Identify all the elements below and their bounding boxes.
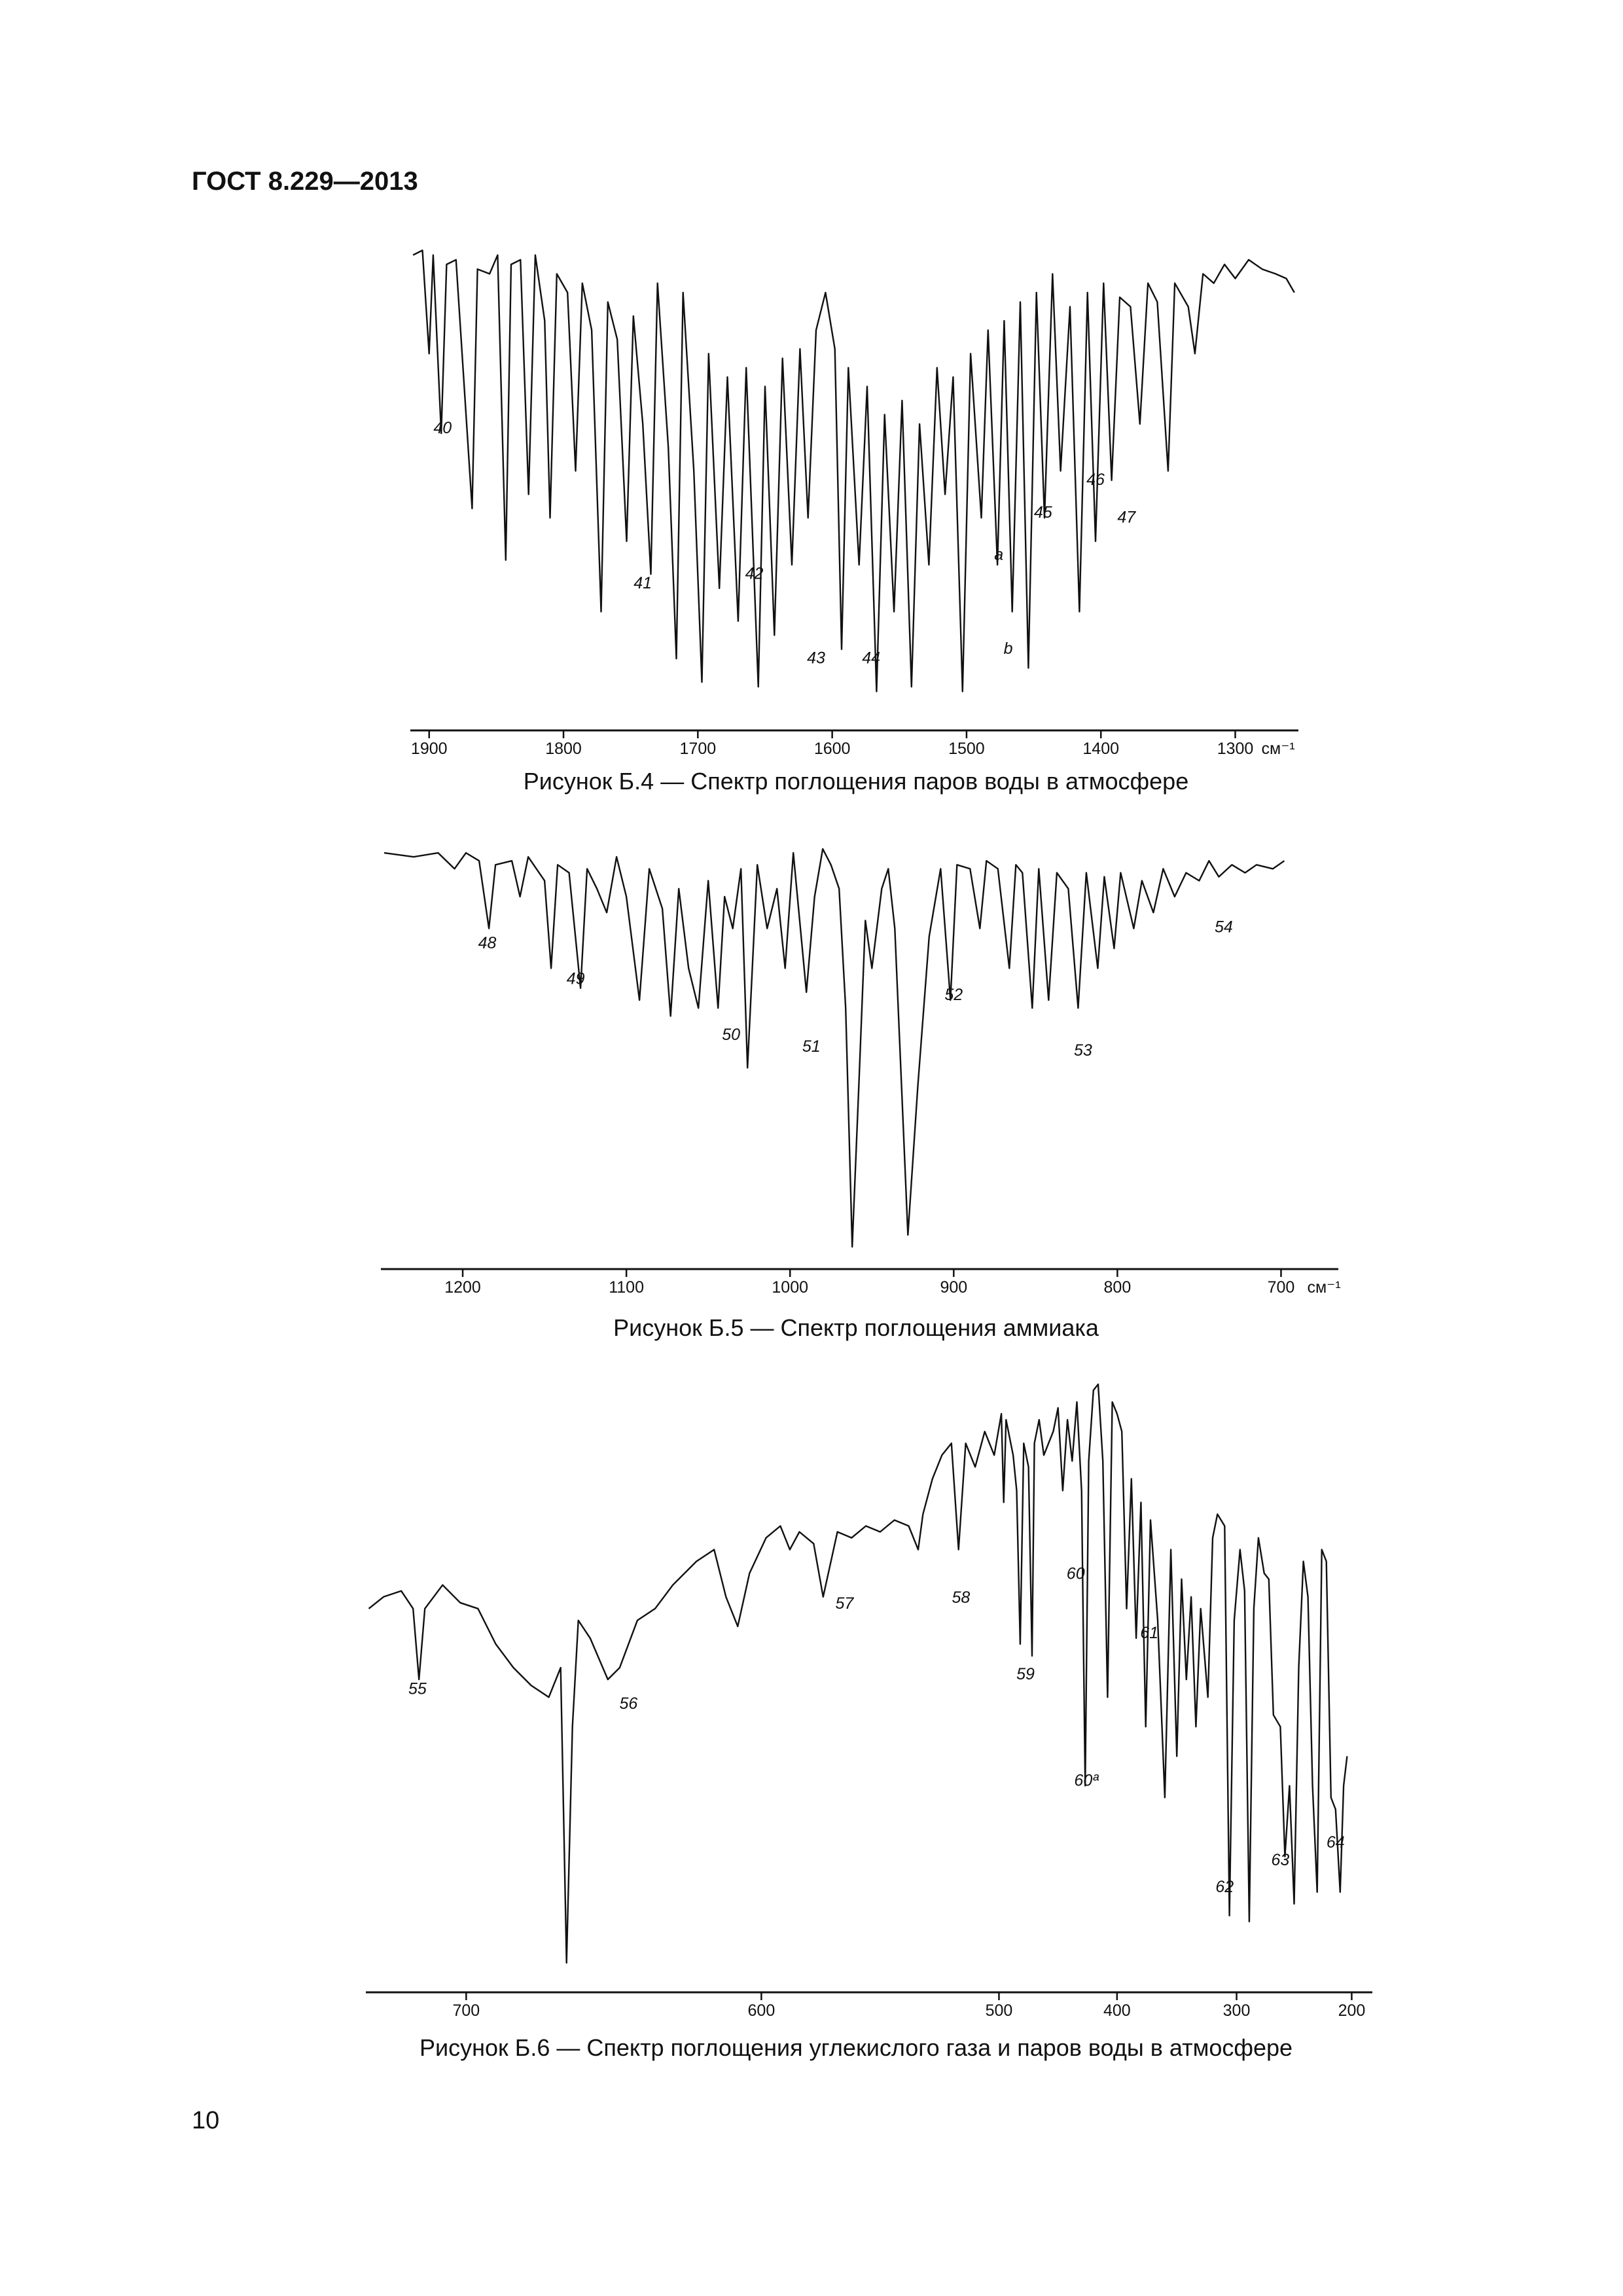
x-tick-label: 700 — [452, 2001, 480, 2020]
peak-label: 47 — [1117, 508, 1136, 526]
x-axis-unit: см⁻¹ — [1307, 1278, 1340, 1297]
peak-label: 45 — [1034, 503, 1052, 522]
peak-label: 51 — [802, 1037, 821, 1056]
x-tick-label: 1400 — [1082, 740, 1119, 758]
peak-label: 43 — [807, 649, 825, 667]
x-tick-label: 1700 — [680, 740, 717, 758]
x-tick-label: 600 — [748, 2001, 776, 2020]
x-tick-label: 200 — [1338, 2001, 1366, 2020]
spectrum-line — [368, 1383, 1348, 1964]
x-tick-label: 300 — [1223, 2001, 1251, 2020]
peak-label: 60ª — [1074, 1771, 1099, 1789]
peak-label: 56 — [620, 1695, 638, 1713]
peak-label: 60 — [1067, 1565, 1085, 1583]
x-tick-label: 900 — [940, 1278, 967, 1297]
spectrum-chart: 1900 1800 1700 1600 1500 1400 1300 см⁻¹ Рисунок … — [410, 249, 1298, 795]
x-axis-unit: см⁻¹ — [1262, 740, 1295, 758]
peak-label: 64 — [1327, 1833, 1345, 1852]
x-tick-label: 800 — [1104, 1278, 1132, 1297]
peak-label: 46 — [1086, 471, 1105, 489]
peak-label: 40 — [433, 419, 452, 437]
spectrum-line — [412, 249, 1295, 692]
peak-label: 50 — [722, 1026, 740, 1044]
figure-caption: Рисунок Б.5 — Спектр поглощения аммиака — [613, 1314, 1099, 1341]
peak-label: 48 — [478, 934, 497, 952]
x-tick-label: 1300 — [1217, 740, 1254, 758]
spectrum-chart: 700 600 500 400 300 200 Рисунок Б.6 — Спектр п… — [366, 1383, 1372, 2061]
peak-label: 53 — [1074, 1041, 1092, 1060]
x-tick-label: 1000 — [772, 1278, 808, 1297]
peak-label: 57 — [836, 1594, 855, 1613]
x-tick-label: 400 — [1103, 2001, 1131, 2020]
peak-label: 44 — [862, 649, 880, 667]
x-tick-label: 1500 — [948, 740, 985, 758]
peak-label: 41 — [633, 574, 652, 592]
spectrum-line — [383, 848, 1285, 1248]
x-tick-label: 1800 — [545, 740, 582, 758]
x-tick-label: 1100 — [609, 1278, 644, 1297]
peak-label: 42 — [745, 564, 764, 583]
x-tick-label: 1600 — [814, 740, 851, 758]
peak-label: b — [1004, 639, 1013, 658]
peak-label: 55 — [408, 1680, 427, 1698]
peak-label: 62 — [1215, 1878, 1234, 1896]
x-tick-label: 700 — [1268, 1278, 1295, 1297]
spectrum-chart: 1200 1100 1000 900 800 700 см⁻¹ Рисунок Б.5 — С… — [381, 848, 1341, 1341]
page-number: 10 — [192, 2107, 219, 2134]
figure-caption: Рисунок Б.4 — Спектр поглощения паров во… — [524, 768, 1188, 795]
x-tick-label: 1900 — [411, 740, 448, 758]
peak-label: 58 — [952, 1588, 970, 1607]
peak-label: 49 — [567, 970, 585, 988]
x-tick-label: 500 — [986, 2001, 1013, 2020]
x-tick-label: 1200 — [444, 1278, 481, 1297]
peak-label: 54 — [1215, 918, 1233, 937]
peak-label: 59 — [1016, 1665, 1035, 1683]
peak-label: 61 — [1140, 1624, 1158, 1642]
peak-label: a — [994, 546, 1003, 564]
figure-caption: Рисунок Б.6 — Спектр поглощения углекисл… — [419, 2034, 1293, 2061]
peak-label: 63 — [1271, 1851, 1289, 1869]
header-title: ГОСТ 8.229—2013 — [192, 167, 418, 196]
peak-label: 52 — [944, 986, 963, 1004]
